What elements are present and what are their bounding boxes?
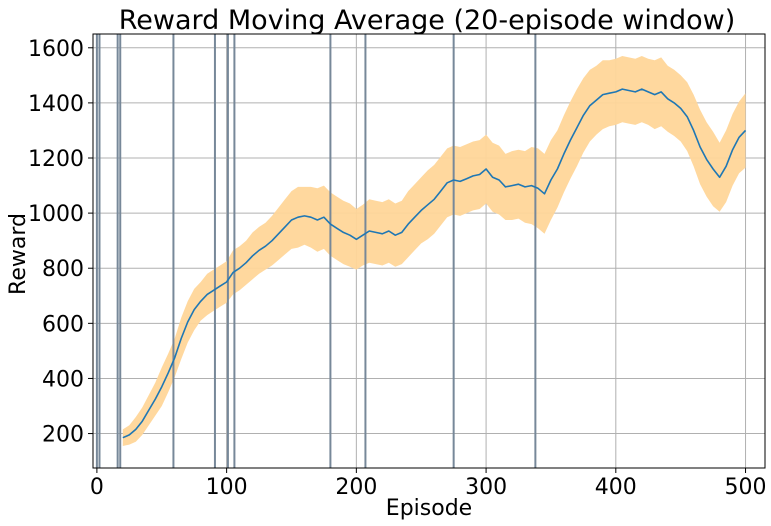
y-axis-ticks: 200 400 600 800 1000 1200 1400 1600 (28, 37, 93, 448)
x-tick-label: 0 (90, 475, 104, 500)
vertical-lines (95, 34, 537, 468)
y-axis-label: Reward (6, 213, 31, 295)
x-tick-label: 400 (595, 475, 637, 500)
y-tick-label: 600 (42, 312, 84, 337)
y-tick-label: 1600 (28, 37, 84, 62)
series-line-group (122, 88, 747, 439)
plot-frame (92, 33, 766, 469)
y-tick-label: 400 (42, 367, 84, 392)
y-tick-label: 200 (42, 423, 84, 448)
x-axis-label: Episode (386, 496, 472, 521)
y-tick-label: 800 (42, 257, 84, 282)
chart-title: Reward Moving Average (20-episode window… (119, 5, 736, 36)
x-tick-label: 100 (206, 475, 248, 500)
x-tick-label: 300 (465, 475, 507, 500)
band-area (122, 56, 746, 446)
y-tick-label: 1400 (28, 92, 84, 117)
y-tick-label: 1200 (28, 147, 84, 172)
series-line (122, 88, 747, 439)
y-tick-label: 1000 (28, 202, 84, 227)
x-tick-label: 500 (725, 475, 767, 500)
x-tick-label: 200 (335, 475, 377, 500)
confidence-band (122, 56, 746, 446)
x-axis-ticks: 0 100 200 300 400 500 (90, 468, 767, 500)
